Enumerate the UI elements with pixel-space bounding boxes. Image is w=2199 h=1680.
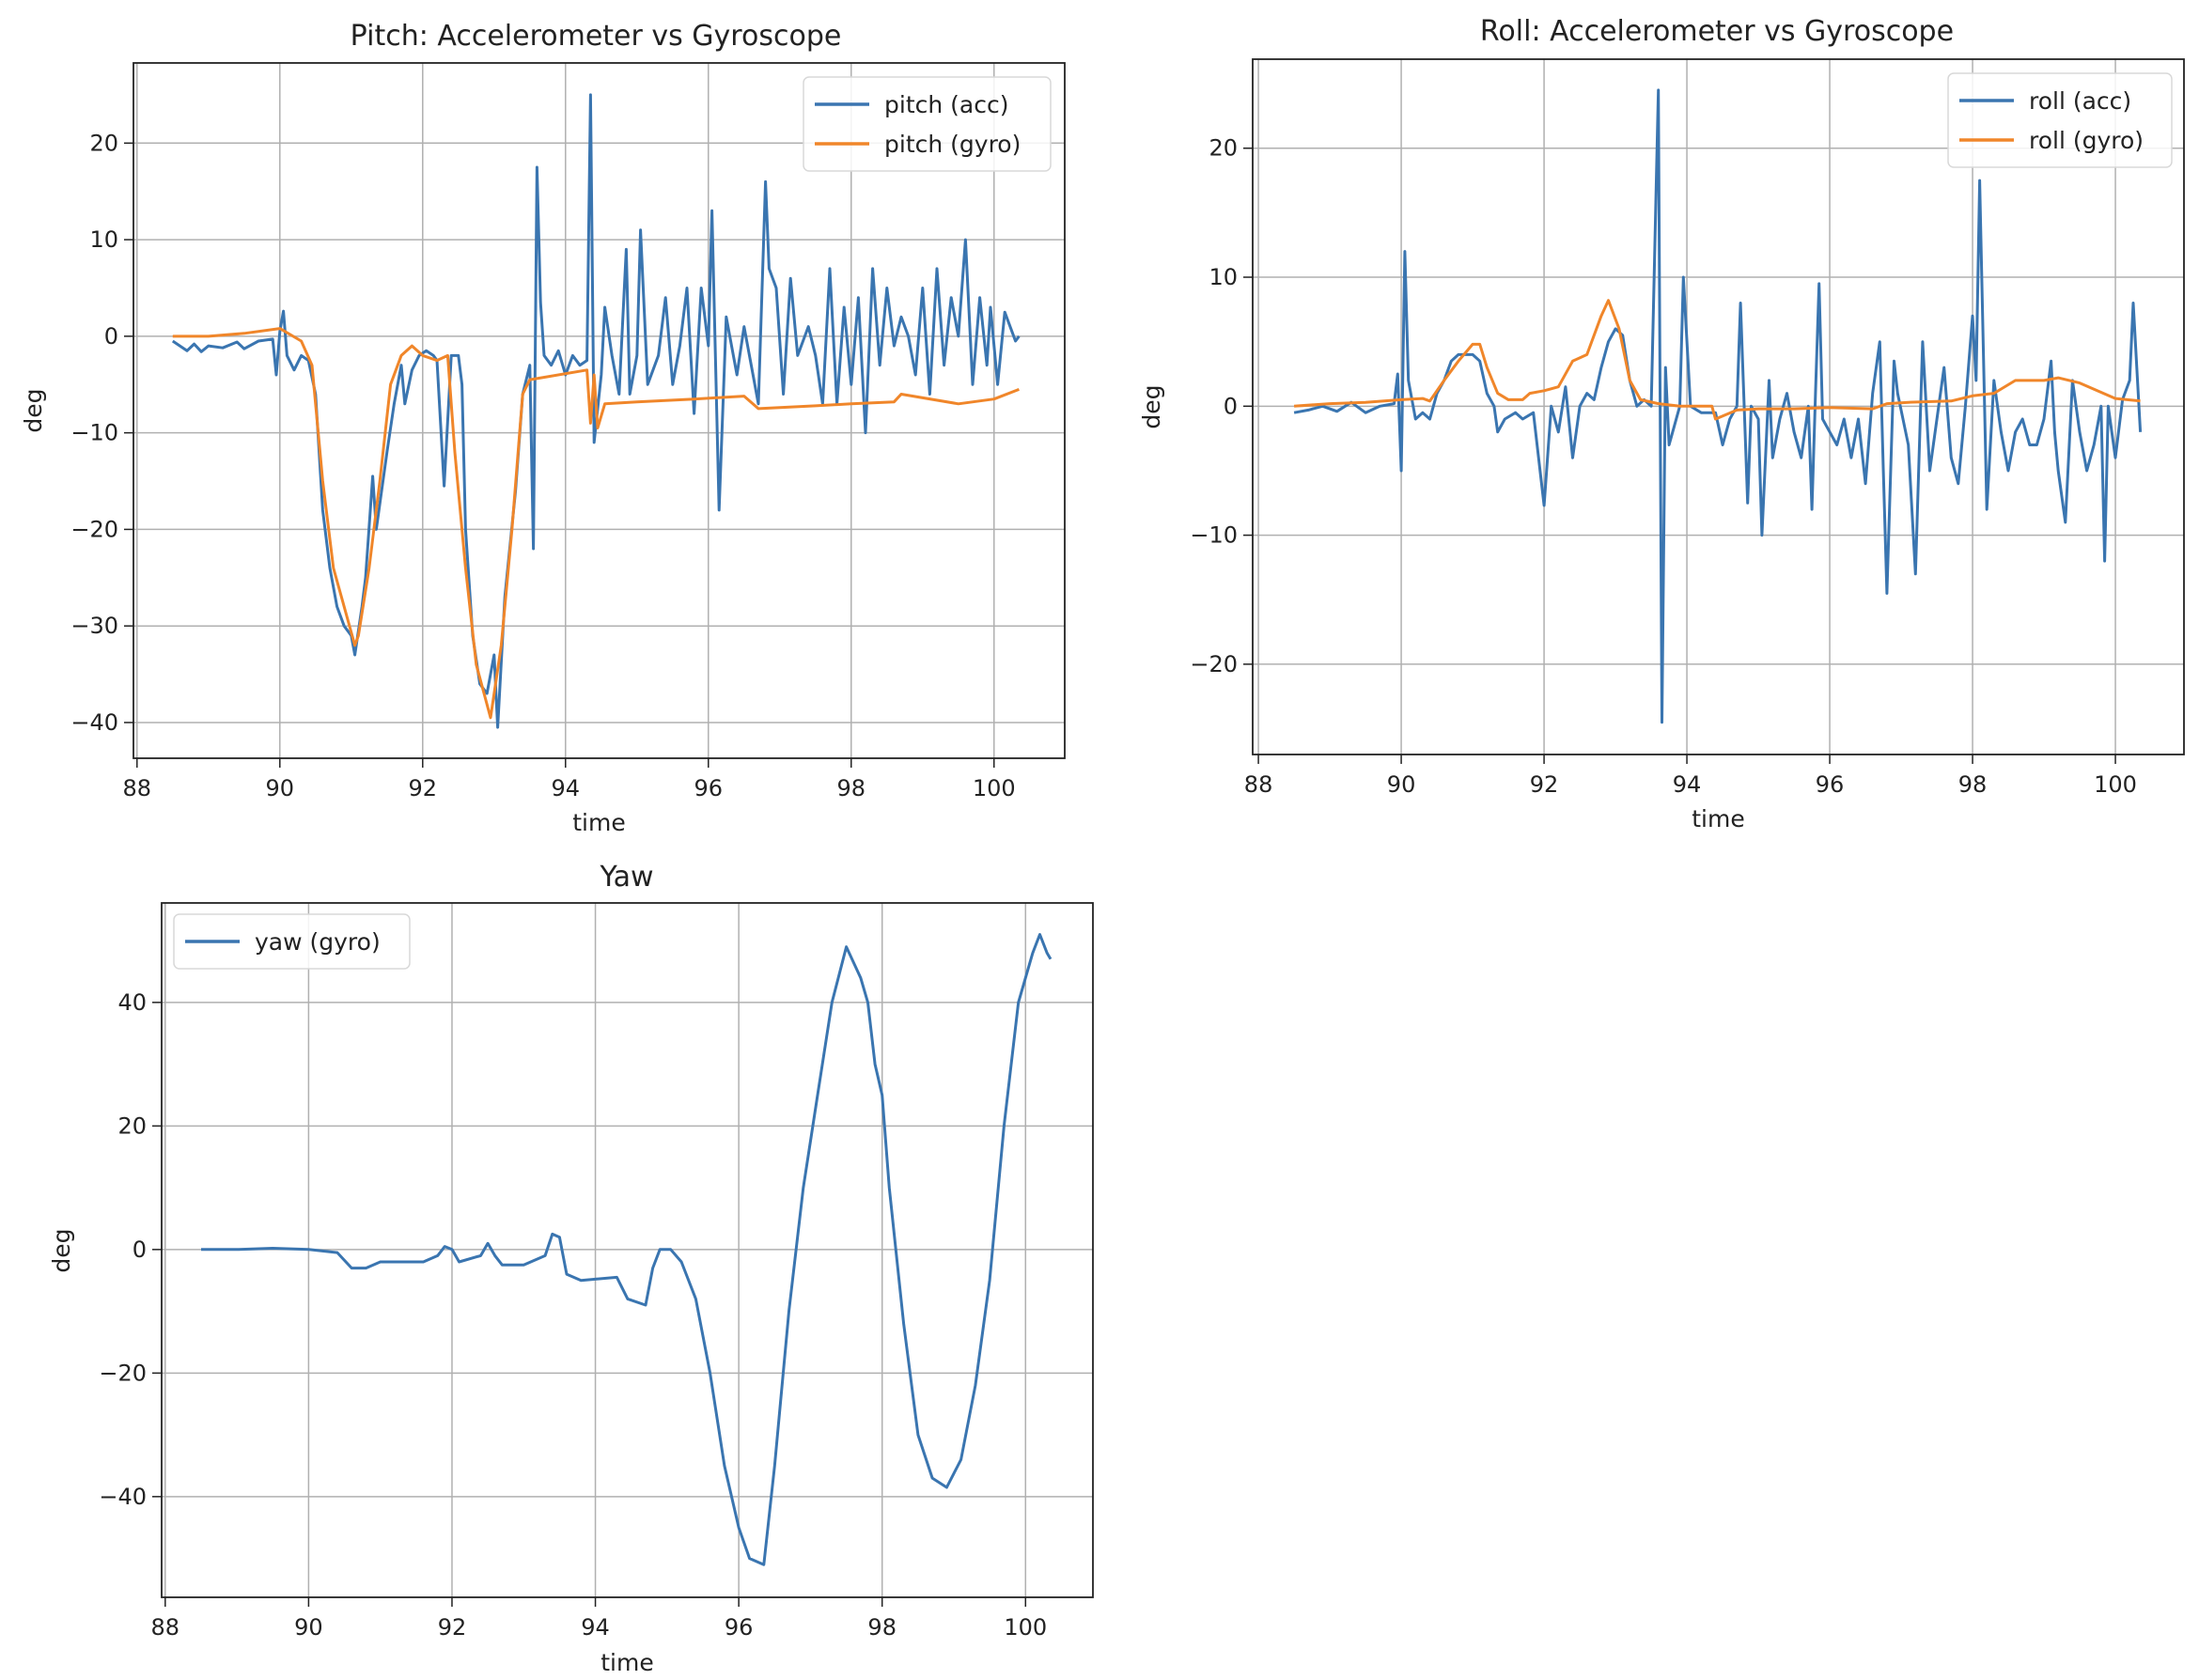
legend-box [173, 913, 411, 970]
y-axis-label: deg [1138, 384, 1165, 428]
y-tick-label: −30 [70, 613, 118, 639]
y-tick-label: −20 [70, 516, 118, 542]
y-tick-label: 10 [89, 226, 118, 253]
y-tick-label: −20 [99, 1360, 147, 1386]
x-tick-label: 94 [581, 1614, 610, 1641]
y-axis-label: deg [20, 388, 47, 432]
x-tick-label: 88 [151, 1614, 180, 1641]
x-tick-label: 88 [1244, 771, 1273, 798]
legend-label: yaw (gyro) [255, 928, 381, 956]
x-tick-label: 94 [552, 775, 581, 801]
legend-box [803, 76, 1052, 172]
y-tick-label: 0 [1224, 393, 1238, 419]
x-tick-label: 98 [867, 1614, 897, 1641]
x-tick-label: 98 [1958, 771, 1988, 798]
x-tick-label: 96 [1816, 771, 1845, 798]
legend-box [1947, 72, 2173, 168]
x-tick-label: 98 [836, 775, 866, 801]
chart-title: Pitch: Accelerometer vs Gyroscope [351, 20, 842, 53]
legend: roll (acc) roll (gyro) [1947, 72, 2173, 168]
legend-label: roll (gyro) [2029, 127, 2144, 154]
x-tick-label: 94 [1673, 771, 1702, 798]
axes-frame [1252, 58, 2185, 755]
y-tick-label: −40 [70, 709, 118, 736]
chart-title: Yaw [599, 861, 653, 894]
x-tick-label: 100 [1004, 1614, 1047, 1641]
y-tick-label: −10 [70, 420, 118, 446]
y-tick-label: 0 [104, 323, 118, 350]
legend: pitch (acc) pitch (gyro) [803, 76, 1052, 172]
y-axis-label: deg [48, 1228, 75, 1272]
y-tick-label: 20 [89, 130, 118, 156]
y-tick-label: −10 [1190, 522, 1238, 549]
series-line-pitch-gyro [172, 327, 1020, 720]
x-tick-label: 92 [438, 1614, 467, 1641]
x-tick-label: 100 [2094, 771, 2137, 798]
series-line-pitch-acc [171, 93, 1021, 729]
y-tick-label: −40 [99, 1484, 147, 1510]
chart-yaw: 88 90 92 94 96 98 100 40 20 0 −20 −40 Yaw time deg yaw … [48, 861, 1094, 1676]
y-tick-label: −20 [1190, 651, 1238, 677]
series-line-roll-acc [1293, 88, 2143, 724]
y-tick-label: 10 [1209, 264, 1238, 290]
legend-label: pitch (gyro) [884, 131, 1021, 158]
y-tick-label: 40 [117, 989, 147, 1016]
x-tick-label: 92 [1530, 771, 1559, 798]
axes-frame [133, 62, 1066, 759]
series-line-yaw-gyro [201, 933, 1053, 1566]
legend-label: roll (acc) [2029, 87, 2131, 115]
x-tick-label: 90 [266, 775, 295, 801]
axes-frame [161, 902, 1094, 1598]
x-axis-label: time [572, 809, 625, 836]
y-tick-label: 0 [133, 1237, 147, 1263]
x-tick-label: 90 [1387, 771, 1416, 798]
legend-label: pitch (acc) [884, 91, 1008, 118]
x-tick-label: 96 [725, 1614, 754, 1641]
x-tick-label: 100 [973, 775, 1016, 801]
x-axis-label: time [600, 1649, 653, 1676]
y-tick-label: 20 [117, 1112, 147, 1139]
x-tick-label: 88 [123, 775, 152, 801]
series-line-roll-gyro [1293, 299, 2141, 421]
legend: yaw (gyro) [173, 913, 411, 970]
y-tick-label: 20 [1209, 135, 1238, 162]
x-tick-label: 92 [409, 775, 438, 801]
x-tick-label: 90 [294, 1614, 323, 1641]
chart-title: Roll: Accelerometer vs Gyroscope [1480, 15, 1954, 48]
x-axis-label: time [1692, 805, 1744, 832]
x-tick-label: 96 [694, 775, 724, 801]
